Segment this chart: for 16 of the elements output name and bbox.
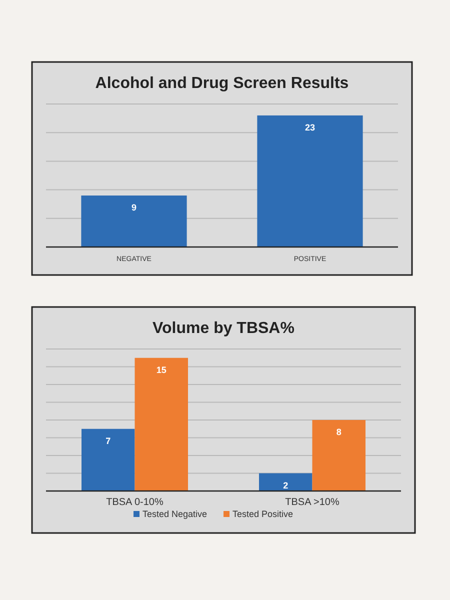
data-label: 15 xyxy=(156,364,166,375)
x-tick-label: TBSA >10% xyxy=(285,497,340,508)
data-label: 9 xyxy=(131,202,137,213)
legend-label: Tested Negative xyxy=(142,509,208,519)
chart-title: Alcohol and Drug Screen Results xyxy=(95,75,349,92)
x-tick-label: TBSA 0-10% xyxy=(106,497,164,508)
bar xyxy=(82,428,135,491)
data-label: 2 xyxy=(283,480,288,490)
bar xyxy=(259,473,312,491)
legend-label: Tested Positive xyxy=(232,509,294,519)
data-label: 7 xyxy=(106,436,111,446)
data-label: 8 xyxy=(336,427,342,437)
data-label: 23 xyxy=(304,122,316,132)
bar xyxy=(134,358,188,491)
bar xyxy=(312,420,366,491)
chart-title: Volume by TBSA% xyxy=(152,320,294,337)
